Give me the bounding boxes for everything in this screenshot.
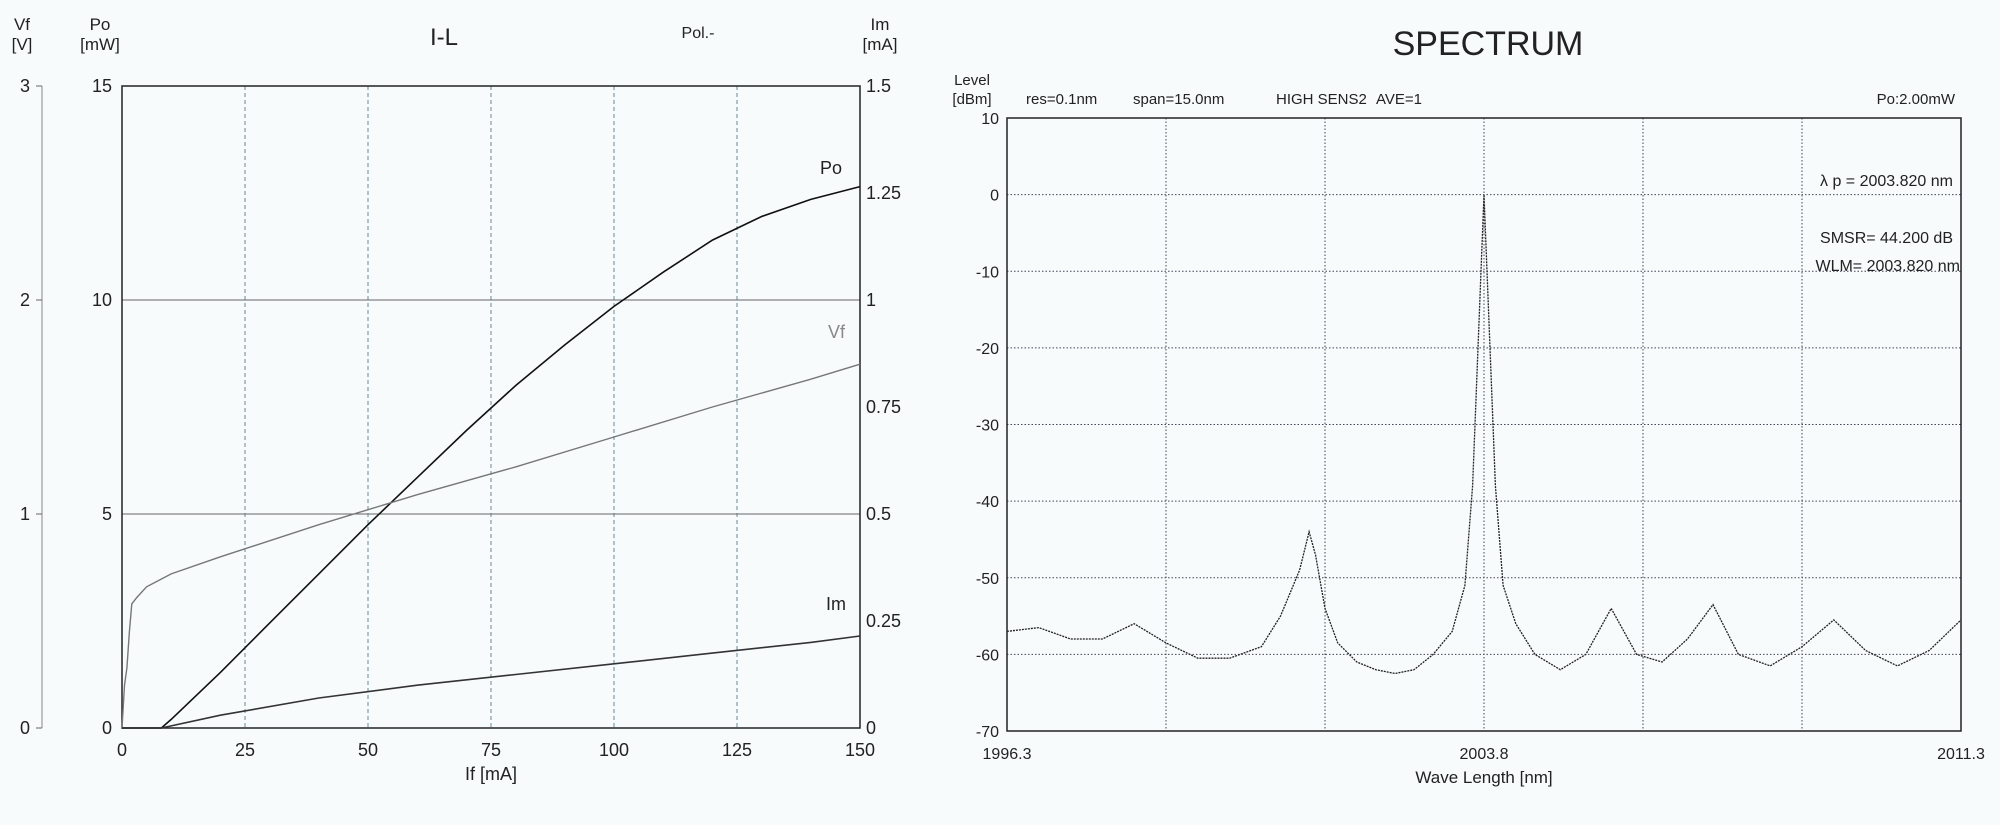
il-polarization-note: Pol.- (682, 25, 715, 42)
il-x-tick-label: 0 (117, 740, 127, 760)
il-series-im-line (122, 635, 861, 729)
header-averaging: AVE=1 (1376, 91, 1422, 108)
il-x-tick-label: 125 (722, 740, 752, 760)
spectrum-gridlines (1007, 118, 1961, 731)
spectrum-y-tick-label: -70 (976, 724, 999, 741)
il-x-tick-label: 25 (235, 740, 255, 760)
po-tick-label: 0 (102, 718, 112, 738)
vf-tick-label: 0 (20, 718, 30, 738)
il-series-po-line (122, 185, 861, 729)
im-tick-label: 1.5 (866, 76, 891, 96)
spectrum-y-axis-unit: [dBm] (952, 91, 991, 108)
po-tick-label: 15 (92, 76, 112, 96)
il-gridlines (122, 86, 860, 728)
im-axis-title: Im (871, 15, 890, 34)
il-x-tick-label: 150 (845, 740, 875, 760)
vf-tick-label: 2 (20, 290, 30, 310)
im-tick-label: 1.25 (866, 183, 901, 203)
il-x-tick-label: 50 (358, 740, 378, 760)
spectrum-y-axis-title: Level (954, 72, 990, 89)
il-series-group (121, 185, 861, 729)
header-sensitivity: HIGH SENS2 (1276, 91, 1367, 108)
spectrum-title: SPECTRUM (1393, 25, 1584, 63)
spectrum-x-tick-label: 2011.3 (1937, 746, 1985, 763)
vf-tick-label: 1 (20, 504, 30, 524)
spectrum-y-tick-label: -50 (976, 571, 999, 588)
im-tick-label: 0 (866, 718, 876, 738)
po-axis-unit: [mW] (80, 35, 120, 54)
im-tick-label: 0.25 (866, 611, 901, 631)
il-tick-labels: 0 25 50 75 100 125 150051015012300.250.50.7511… (20, 76, 901, 760)
il-x-tick-label: 75 (481, 740, 501, 760)
il-plot-frame (121, 85, 861, 729)
wlm-annotation: WLM= 2003.820 nm (1815, 258, 1960, 275)
spectrum-tick-labels: 10 0 -10 -20 -30 -40 -50 -60 -70 1996.3 2003.8 2011… (976, 111, 1985, 763)
il-chart-title: I-L (430, 24, 458, 51)
im-series-label: Im (826, 594, 846, 614)
il-x-tick-label: 100 (599, 740, 629, 760)
header-span: span=15.0nm (1133, 91, 1224, 108)
vf-series-label: Vf (828, 322, 846, 342)
po-tick-label: 10 (92, 290, 112, 310)
spectrum-series-group (1006, 194, 1962, 675)
spectrum-y-tick-label: -30 (976, 418, 999, 435)
spectrum-y-tick-label: 0 (990, 188, 999, 205)
spectrum-x-tick-label: 1996.3 (983, 746, 1032, 763)
im-tick-label: 1 (866, 290, 876, 310)
vf-tick-label: 3 (20, 76, 30, 96)
spectrum-y-tick-label: -20 (976, 341, 999, 358)
spectrum-plot-frame (1006, 117, 1962, 732)
im-axis-unit: [mA] (863, 35, 898, 54)
il-x-axis-label: If [mA] (465, 764, 517, 784)
il-series-vf-line (121, 363, 861, 729)
spectrum-x-tick-label: 2003.8 (1460, 746, 1509, 763)
po-tick-label: 5 (102, 504, 112, 524)
spectrum-y-tick-label: 10 (981, 111, 999, 128)
header-resolution: res=0.1nm (1026, 91, 1097, 108)
im-tick-label: 0.5 (866, 504, 891, 524)
spectrum-y-tick-label: -10 (976, 264, 999, 281)
po-series-label: Po (820, 158, 842, 178)
smsr-annotation: SMSR= 44.200 dB (1820, 230, 1953, 247)
im-tick-label: 0.75 (866, 397, 901, 417)
vf-axis-unit: [V] (12, 35, 33, 54)
spectrum-chart: 10 0 -10 -20 -30 -40 -50 -60 -70 1996.3 2003.8 2011… (952, 25, 1985, 787)
spectrum-x-axis-label: Wave Length [nm] (1415, 768, 1552, 787)
po-axis-title: Po (90, 15, 111, 34)
spectrum-y-tick-label: -60 (976, 647, 999, 664)
vf-axis-title: Vf (14, 15, 30, 34)
peak-wavelength-annotation: λ p = 2003.820 nm (1820, 173, 1953, 190)
spectrum-trace-line (1006, 194, 1962, 675)
il-chart: 0 25 50 75 100 125 150051015012300.250.50.7511… (12, 15, 901, 784)
header-power: Po:2.00mW (1877, 91, 1956, 108)
spectrum-y-tick-label: -40 (976, 494, 999, 511)
